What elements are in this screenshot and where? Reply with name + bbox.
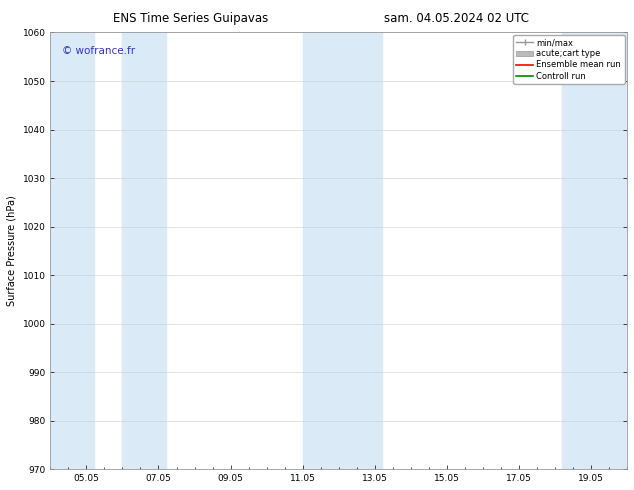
Bar	[122, 32, 165, 469]
Y-axis label: Surface Pressure (hPa): Surface Pressure (hPa)	[7, 196, 17, 306]
Legend: min/max, acute;cart type, Ensemble mean run, Controll run: min/max, acute;cart type, Ensemble mean …	[513, 35, 624, 84]
Text: ENS Time Series Guipavas: ENS Time Series Guipavas	[113, 12, 268, 25]
Bar	[562, 32, 627, 469]
Bar	[302, 32, 382, 469]
Text: © wofrance.fr: © wofrance.fr	[62, 46, 135, 55]
Text: sam. 04.05.2024 02 UTC: sam. 04.05.2024 02 UTC	[384, 12, 529, 25]
Bar	[50, 32, 94, 469]
